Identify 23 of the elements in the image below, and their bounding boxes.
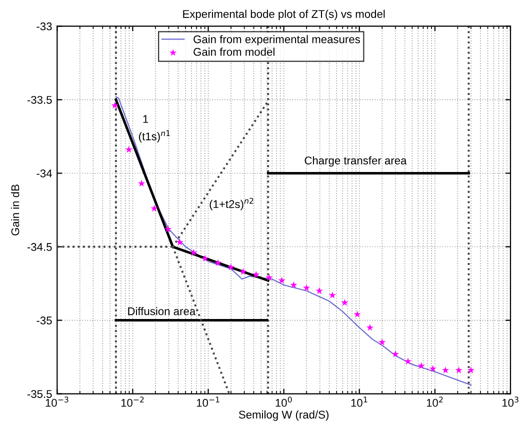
x-tick-label: 10$^{−3}$ bbox=[46, 396, 68, 407]
x-tick-label: 10$^{2}$ bbox=[426, 396, 443, 407]
chart-title: Experimental bode plot of ZT(s) vs model bbox=[183, 10, 385, 20]
annotation: (1+t2s)$^{n2}$ bbox=[210, 198, 254, 210]
x-tick-label: 10$^{3}$ bbox=[502, 396, 518, 407]
x-tick-label: 10$^{1}$ bbox=[351, 396, 368, 407]
y-tick-label: -35 bbox=[36, 316, 52, 324]
x-tick-label: 10$^{−1}$ bbox=[196, 396, 220, 407]
y-axis-title: Gain in dB bbox=[11, 184, 20, 236]
x-axis-title: Semilog W (rad/S) bbox=[238, 410, 328, 421]
x-tick-label: 10$^{−2}$ bbox=[121, 396, 144, 407]
legend-label: Gain from model bbox=[194, 48, 274, 56]
annotation: 1 bbox=[143, 115, 148, 123]
y-tick-label: -34 bbox=[36, 170, 52, 178]
y-tick-label: -33 bbox=[36, 22, 52, 30]
y-tick-label: -34.5 bbox=[27, 243, 52, 251]
annotation: Diffusion area bbox=[128, 307, 196, 316]
annotation: (t1s)$^{n1}$ bbox=[139, 130, 170, 143]
annotation: Charge transfer area bbox=[304, 156, 407, 167]
y-tick-label: -35.5 bbox=[27, 390, 52, 398]
y-tick-label: -33.5 bbox=[27, 96, 52, 104]
legend-label: Gain from experimental measures bbox=[194, 35, 360, 46]
x-tick-label: 10$^{0}$ bbox=[276, 396, 292, 407]
